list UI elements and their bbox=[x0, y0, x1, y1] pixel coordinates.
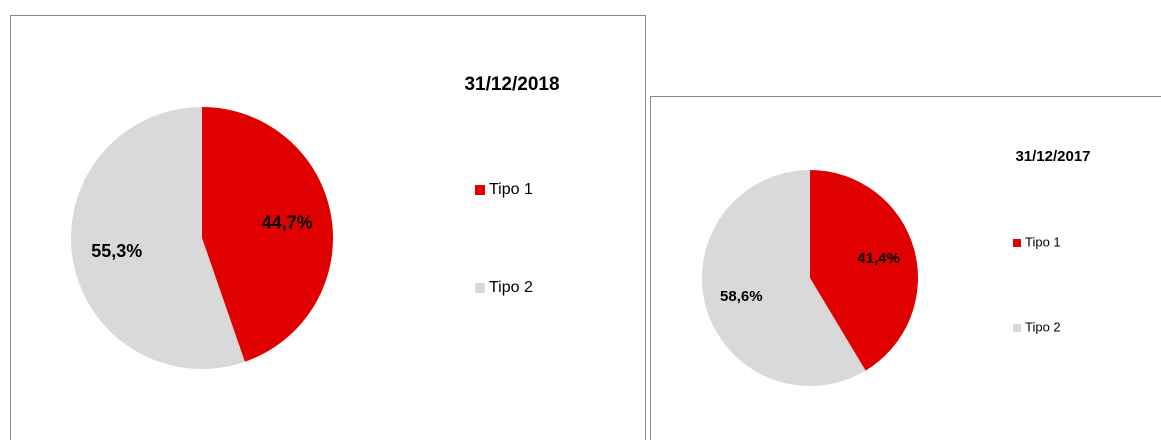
data-label: 44,7% bbox=[262, 212, 313, 232]
pie-slice bbox=[70, 107, 245, 369]
legend-swatch bbox=[1013, 239, 1021, 247]
legend-label: Tipo 2 bbox=[489, 279, 533, 296]
data-label: 55,3% bbox=[91, 241, 142, 261]
legend-label: Tipo 1 bbox=[489, 181, 533, 198]
legend-swatch bbox=[475, 185, 485, 195]
pie-slice bbox=[202, 107, 333, 362]
legend-swatch bbox=[1013, 324, 1021, 332]
chart-title: 31/12/2017 bbox=[1015, 148, 1090, 165]
legend-label: Tipo 2 bbox=[1025, 319, 1061, 334]
chart-title: 31/12/2018 bbox=[464, 74, 559, 95]
pie-slice bbox=[702, 170, 866, 386]
data-label: 41,4% bbox=[857, 250, 900, 267]
data-label: 58,6% bbox=[720, 288, 763, 305]
legend-swatch bbox=[475, 283, 485, 293]
pie-slice bbox=[810, 170, 919, 371]
legend-label: Tipo 1 bbox=[1025, 234, 1061, 249]
